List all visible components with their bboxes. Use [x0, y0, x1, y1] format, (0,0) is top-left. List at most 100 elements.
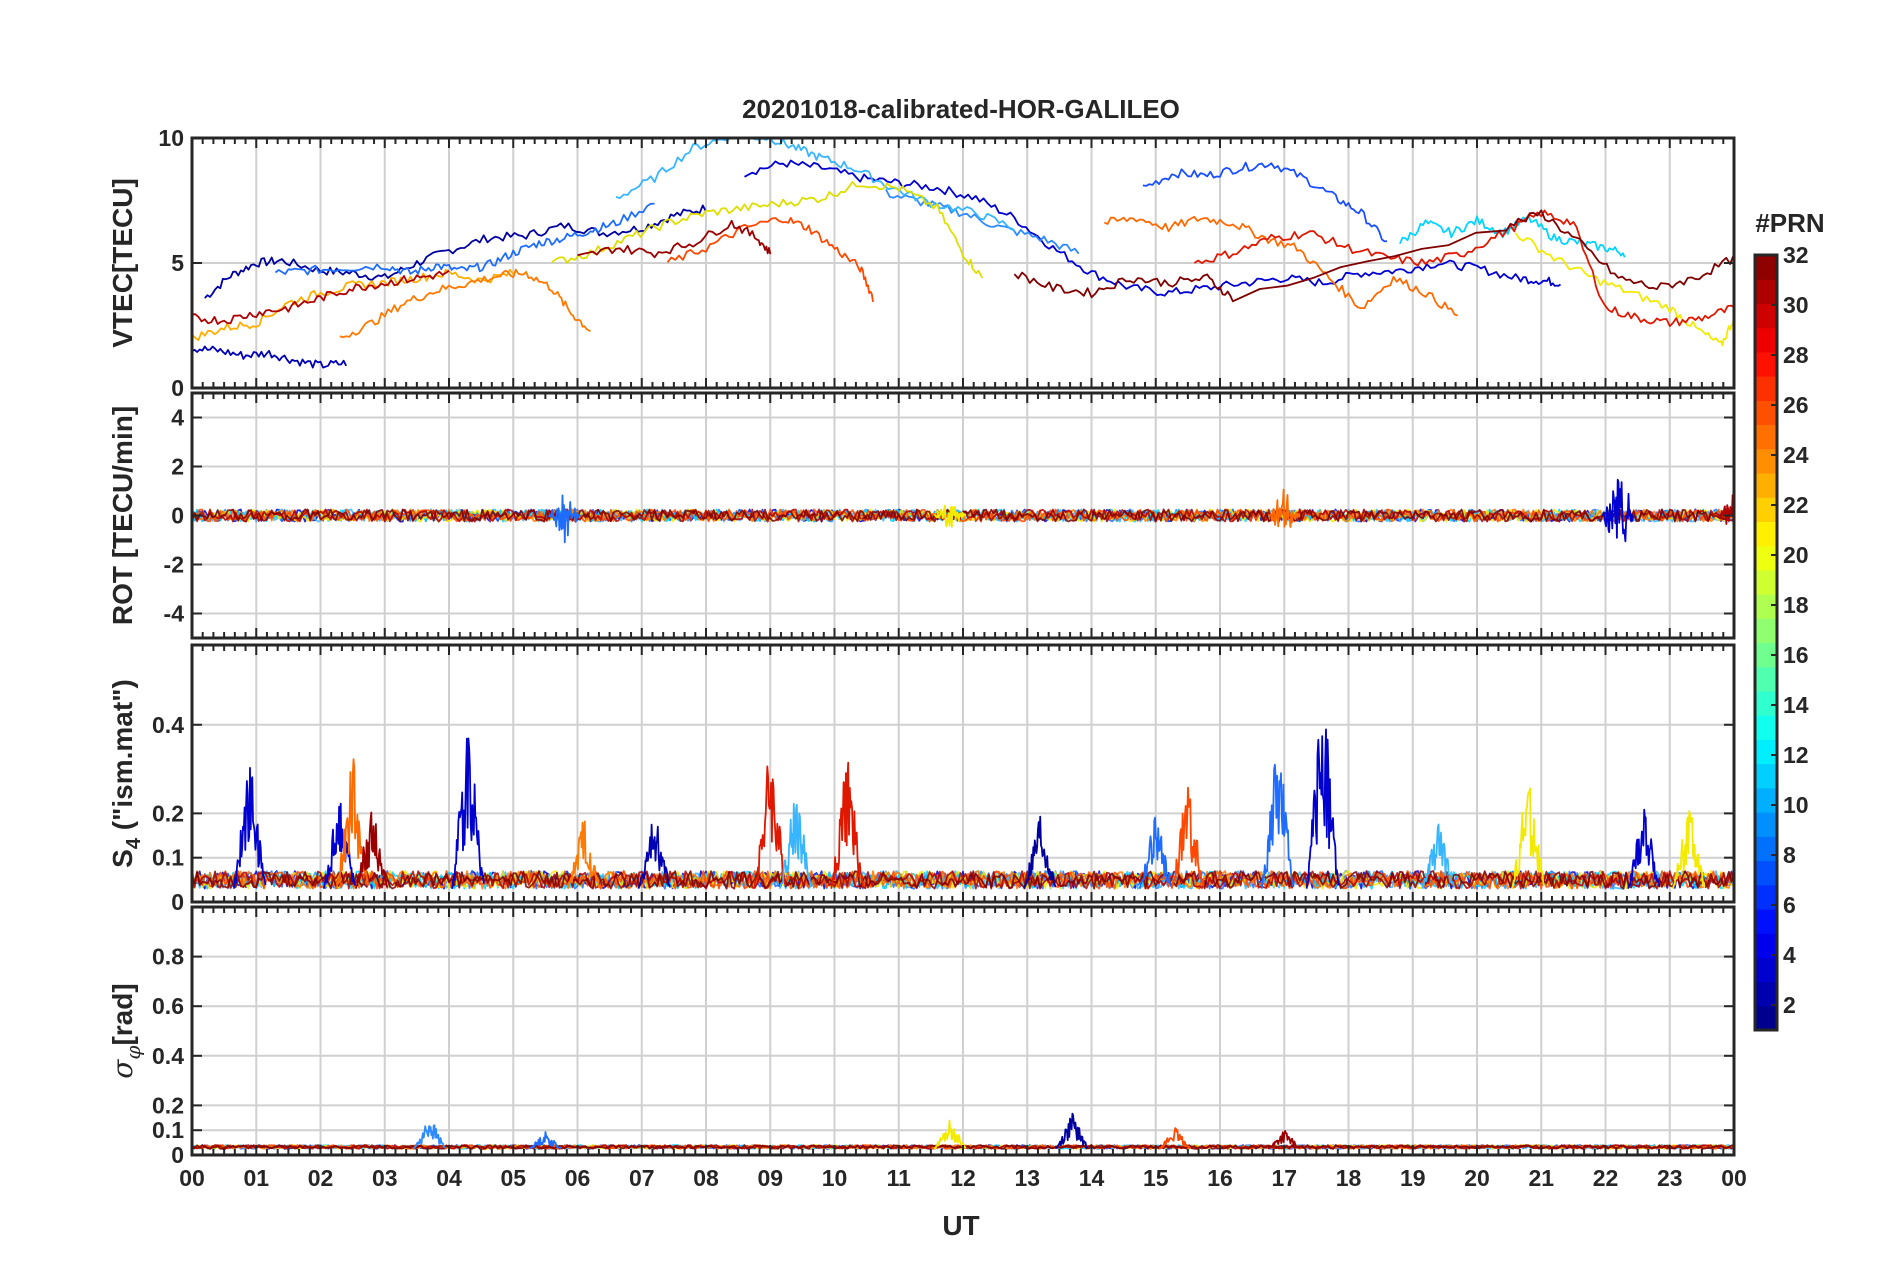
- burst-trace: [1672, 810, 1706, 889]
- burst-trace: [412, 1124, 446, 1150]
- x-tick-label: 00: [179, 1165, 205, 1191]
- colorbar-swatch: [1755, 739, 1777, 765]
- burst-trace: [1260, 763, 1295, 889]
- y-tick-label: 5: [171, 250, 184, 276]
- burst-trace: [933, 1119, 967, 1150]
- series-prn-30: [192, 269, 450, 325]
- colorbar-tick-label: 28: [1783, 342, 1809, 368]
- burst-trace: [1138, 816, 1173, 889]
- chart-title: 20201018-calibrated-HOR-GALILEO: [742, 94, 1180, 124]
- colorbar-tick-label: 12: [1783, 742, 1809, 768]
- burst-trace: [1055, 1112, 1089, 1150]
- colorbar-swatch: [1755, 908, 1777, 934]
- series-prn-2: [192, 345, 348, 369]
- x-tick-label: 15: [1143, 1165, 1169, 1191]
- burst-trace: [451, 737, 485, 889]
- burst-trace: [1601, 478, 1635, 543]
- x-tick-label: 02: [308, 1165, 334, 1191]
- x-tick-label: 00: [1721, 1165, 1747, 1191]
- burst-trace: [830, 761, 864, 889]
- x-tick-label: 05: [500, 1165, 526, 1191]
- colorbar-swatch: [1755, 521, 1777, 547]
- y-tick-label: 0.1: [152, 1117, 184, 1143]
- x-tick-label: 08: [693, 1165, 719, 1191]
- x-tick-label: 11: [887, 1165, 912, 1191]
- y-tick-label: 0: [171, 1142, 184, 1168]
- burst-trace: [753, 765, 787, 889]
- colorbar-swatch: [1755, 351, 1777, 377]
- burst-trace: [354, 811, 389, 889]
- colorbar-tick-label: 6: [1783, 892, 1796, 918]
- y-tick-label: 0.2: [152, 1092, 184, 1118]
- series-prn-3: [744, 159, 1562, 297]
- colorbar-tick-label: 26: [1783, 392, 1809, 418]
- colorbar-swatch: [1755, 472, 1777, 498]
- colorbar-tick-label: 2: [1783, 992, 1796, 1018]
- x-axis-label: UT: [942, 1210, 979, 1241]
- colorbar-swatch: [1755, 1005, 1777, 1031]
- burst-trace: [547, 494, 581, 544]
- colorbar-swatch: [1755, 860, 1777, 886]
- burst-trace: [1421, 823, 1455, 889]
- colorbar-swatch: [1755, 787, 1777, 813]
- y-tick-label: 0.1: [152, 845, 184, 871]
- x-tick-label: 06: [565, 1165, 591, 1191]
- x-tick-label: 07: [629, 1165, 655, 1191]
- series-prn-10: [615, 138, 1015, 232]
- y-tick-label: 0: [171, 889, 184, 915]
- panel-vtec: 0 5 10 VTEC[TECU]: [107, 125, 1736, 401]
- colorbar-tick-label: 16: [1783, 642, 1809, 668]
- colorbar-swatch: [1755, 279, 1777, 305]
- x-tick-label: 12: [950, 1165, 976, 1191]
- burst-trace: [567, 820, 601, 889]
- colorbar-swatch: [1755, 642, 1777, 668]
- y-tick-label: 0: [171, 375, 184, 401]
- x-tick-label: 01: [243, 1165, 269, 1191]
- colorbar-swatch: [1755, 763, 1777, 789]
- x-tick-label: 20: [1464, 1165, 1490, 1191]
- colorbar-tick-label: 32: [1783, 242, 1809, 268]
- colorbar-swatch: [1755, 448, 1777, 474]
- series-prn-28: [1193, 209, 1734, 327]
- colorbar-swatch: [1755, 957, 1777, 983]
- y-tick-label: -4: [164, 601, 185, 627]
- x-tick-label: 04: [436, 1165, 462, 1191]
- colorbar-tick-label: 18: [1783, 592, 1809, 618]
- colorbar-swatch: [1755, 933, 1777, 958]
- burst-trace: [528, 1131, 562, 1150]
- colorbar-tick-label: 10: [1783, 792, 1809, 818]
- noise-trace: [192, 870, 1734, 890]
- series-prn-31: [577, 219, 772, 259]
- x-tick-label: 16: [1207, 1165, 1233, 1191]
- y-axis-label-vtec: VTEC[TECU]: [107, 178, 138, 348]
- colorbar-swatch: [1755, 497, 1777, 523]
- y-tick-label: 2: [171, 454, 184, 480]
- y-tick-label: 0: [171, 503, 184, 529]
- x-tick-label: 09: [757, 1165, 783, 1191]
- burst-trace: [322, 802, 357, 889]
- series-prn-8: [885, 188, 1080, 255]
- x-tick-label: 18: [1336, 1165, 1362, 1191]
- y-tick-label: 0.4: [152, 712, 184, 738]
- y-tick-label: 10: [158, 125, 184, 151]
- burst-trace: [232, 767, 267, 889]
- colorbar-swatch: [1755, 594, 1777, 619]
- colorbar-tick-label: 22: [1783, 492, 1809, 518]
- colorbar-tick-label: 14: [1783, 692, 1809, 718]
- y-tick-label: 0.6: [152, 993, 184, 1019]
- series-prn-22: [192, 268, 515, 342]
- colorbar-tick-label: 8: [1783, 842, 1796, 868]
- burst-trace: [637, 823, 671, 889]
- y-tick-label: -2: [164, 552, 184, 578]
- colorbar-tick-label: 4: [1783, 942, 1796, 968]
- colorbar-swatch: [1755, 255, 1777, 280]
- colorbar-tick-label: 24: [1783, 442, 1809, 468]
- colorbar-swatch: [1755, 836, 1777, 862]
- panel-rot: -4 -2 0 2 4 ROT [TECU/min]: [107, 391, 1736, 640]
- colorbar-swatch: [1755, 424, 1777, 450]
- colorbar-label: #PRN: [1755, 208, 1824, 238]
- colorbar-swatch: [1755, 812, 1777, 837]
- colorbar-swatch: [1755, 666, 1777, 692]
- plot-area-rot: [192, 478, 1734, 544]
